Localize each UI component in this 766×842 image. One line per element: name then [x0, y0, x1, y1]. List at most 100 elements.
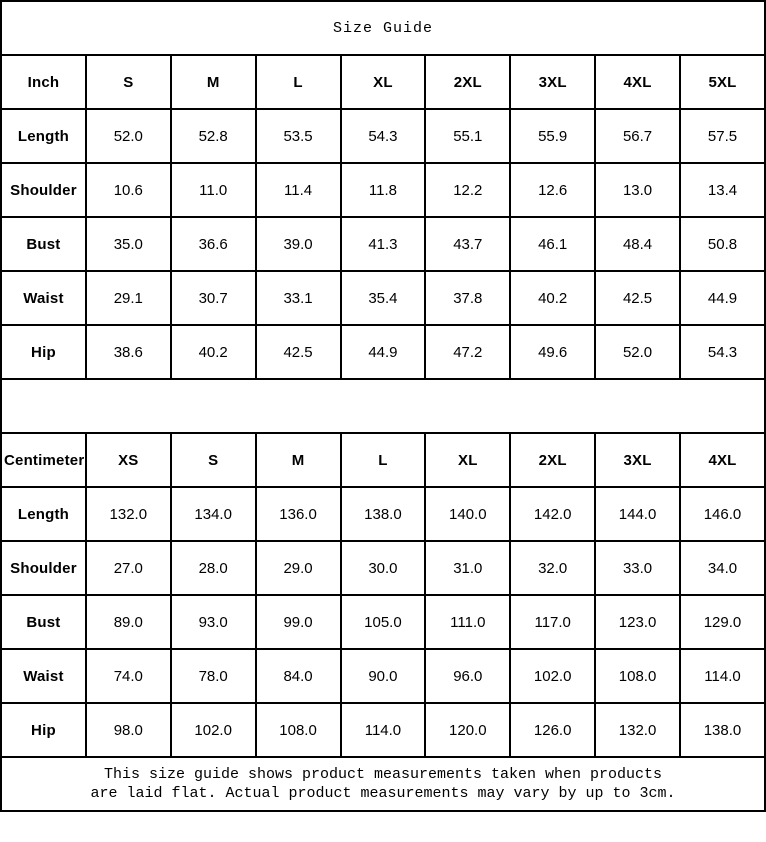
measurement-cell: 53.5 — [254, 108, 342, 164]
measurement-cell: 33.0 — [594, 540, 681, 596]
measurement-row-header: Hip — [0, 324, 87, 380]
measurement-cell: 129.0 — [679, 594, 766, 650]
measurement-cell: 40.2 — [169, 324, 257, 380]
measurement-cell: 37.8 — [424, 270, 512, 326]
measurement-row-header: Hip — [0, 702, 87, 758]
measurement-cell: 138.0 — [339, 486, 427, 542]
measurement-cell: 44.9 — [679, 270, 766, 326]
measurement-cell: 132.0 — [594, 702, 681, 758]
measurement-row: Length 52.0 52.8 53.5 54.3 55.1 55.9 56.7 57.5 — [0, 108, 766, 164]
spacer-row — [0, 378, 766, 434]
measurement-row-header: Shoulder — [0, 540, 87, 596]
measurement-cell: 11.8 — [339, 162, 427, 218]
measurement-cell: 142.0 — [509, 486, 597, 542]
measurement-cell: 78.0 — [169, 648, 257, 704]
measurement-cell: 36.6 — [169, 216, 257, 272]
measurement-cell: 41.3 — [339, 216, 427, 272]
measurement-cell: 93.0 — [169, 594, 257, 650]
measurement-cell: 55.9 — [509, 108, 597, 164]
measurement-cell: 55.1 — [424, 108, 512, 164]
measurement-cell: 33.1 — [254, 270, 342, 326]
measurement-row-header: Length — [0, 108, 87, 164]
measurement-row-header: Waist — [0, 648, 87, 704]
measurement-cell: 132.0 — [84, 486, 172, 542]
size-column-header: L — [254, 54, 342, 110]
measurement-cell: 10.6 — [84, 162, 172, 218]
measurement-cell: 56.7 — [594, 108, 681, 164]
measurement-row-header: Bust — [0, 216, 87, 272]
measurement-cell: 13.0 — [594, 162, 681, 218]
footer-note-line-1: This size guide shows product measuremen… — [103, 766, 663, 783]
size-header-row: Inch S M L XL 2XL 3XL 4XL 5XL — [0, 54, 766, 110]
measurement-cell: 28.0 — [169, 540, 257, 596]
measurement-cell: 105.0 — [339, 594, 427, 650]
measurement-cell: 108.0 — [254, 702, 342, 758]
size-column-header: 3XL — [594, 432, 681, 488]
measurement-cell: 102.0 — [169, 702, 257, 758]
measurement-row: Waist 29.1 30.7 33.1 35.4 37.8 40.2 42.5 44.9 — [0, 270, 766, 326]
unit-header-cell: Inch — [0, 54, 87, 110]
measurement-cell: 43.7 — [424, 216, 512, 272]
measurement-cell: 108.0 — [594, 648, 681, 704]
measurement-cell: 47.2 — [424, 324, 512, 380]
size-column-header: L — [339, 432, 427, 488]
measurement-row: Bust 89.0 93.0 99.0 105.0 111.0 117.0 123.0 129.… — [0, 594, 766, 650]
measurement-cell: 114.0 — [339, 702, 427, 758]
measurement-cell: 46.1 — [509, 216, 597, 272]
measurement-cell: 30.0 — [339, 540, 427, 596]
measurement-cell: 11.4 — [254, 162, 342, 218]
measurement-cell: 42.5 — [594, 270, 681, 326]
measurement-cell: 111.0 — [424, 594, 512, 650]
measurement-cell: 117.0 — [509, 594, 597, 650]
measurement-cell: 52.0 — [84, 108, 172, 164]
measurement-row-header: Bust — [0, 594, 87, 650]
size-column-header: M — [254, 432, 342, 488]
size-column-header: M — [169, 54, 257, 110]
centimeter-table-section: Centimeter XS S M L XL 2XL 3XL 4XL Length 132.0 134… — [0, 432, 766, 758]
measurement-cell: 134.0 — [169, 486, 257, 542]
measurement-row-header: Length — [0, 486, 87, 542]
measurement-cell: 12.6 — [509, 162, 597, 218]
title-section: Size Guide — [0, 0, 766, 56]
measurement-cell: 98.0 — [84, 702, 172, 758]
measurement-cell: 120.0 — [424, 702, 512, 758]
table-spacer — [0, 378, 766, 434]
measurement-cell: 49.6 — [509, 324, 597, 380]
measurement-cell: 29.1 — [84, 270, 172, 326]
measurement-row: Hip 38.6 40.2 42.5 44.9 47.2 49.6 52.0 54.3 — [0, 324, 766, 380]
measurement-cell: 138.0 — [679, 702, 766, 758]
measurement-cell: 40.2 — [509, 270, 597, 326]
measurement-cell: 42.5 — [254, 324, 342, 380]
footer-note-line-2: are laid flat. Actual product measuremen… — [90, 785, 676, 802]
measurement-cell: 99.0 — [254, 594, 342, 650]
measurement-cell: 140.0 — [424, 486, 512, 542]
measurement-cell: 48.4 — [594, 216, 681, 272]
measurement-cell: 102.0 — [509, 648, 597, 704]
measurement-cell: 50.8 — [679, 216, 766, 272]
size-column-header: XL — [424, 432, 512, 488]
measurement-cell: 57.5 — [679, 108, 766, 164]
measurement-cell: 84.0 — [254, 648, 342, 704]
measurement-row: Hip 98.0 102.0 108.0 114.0 120.0 126.0 132.0 138… — [0, 702, 766, 758]
measurement-cell: 74.0 — [84, 648, 172, 704]
measurement-cell: 114.0 — [679, 648, 766, 704]
measurement-cell: 27.0 — [84, 540, 172, 596]
size-header-row: Centimeter XS S M L XL 2XL 3XL 4XL — [0, 432, 766, 488]
size-column-header: S — [169, 432, 257, 488]
size-column-header: 2XL — [509, 432, 597, 488]
measurement-row-header: Shoulder — [0, 162, 87, 218]
size-column-header: XL — [339, 54, 427, 110]
measurement-cell: 136.0 — [254, 486, 342, 542]
page-title: Size Guide — [0, 0, 766, 56]
measurement-cell: 90.0 — [339, 648, 427, 704]
measurement-cell: 52.8 — [169, 108, 257, 164]
size-column-header: XS — [84, 432, 172, 488]
measurement-cell: 54.3 — [339, 108, 427, 164]
measurement-cell: 30.7 — [169, 270, 257, 326]
measurement-cell: 29.0 — [254, 540, 342, 596]
size-column-header: 5XL — [679, 54, 766, 110]
measurement-cell: 89.0 — [84, 594, 172, 650]
measurement-cell: 38.6 — [84, 324, 172, 380]
measurement-row-header: Waist — [0, 270, 87, 326]
size-column-header: 2XL — [424, 54, 512, 110]
